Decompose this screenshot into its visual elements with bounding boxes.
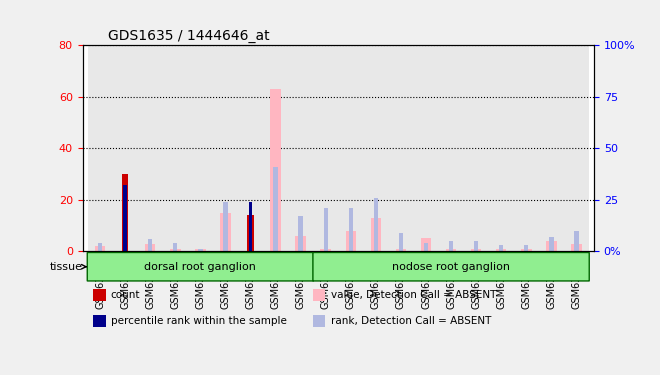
Bar xyxy=(313,315,325,327)
Bar xyxy=(395,249,406,251)
Bar xyxy=(296,236,306,251)
Text: percentile rank within the sample: percentile rank within the sample xyxy=(111,316,286,326)
Bar xyxy=(524,245,529,251)
Bar xyxy=(213,45,238,251)
Bar xyxy=(413,45,438,251)
Bar xyxy=(521,249,531,251)
Bar xyxy=(98,243,102,251)
Bar xyxy=(339,45,363,251)
Bar xyxy=(223,202,228,251)
Bar xyxy=(163,45,188,251)
Bar xyxy=(220,213,231,251)
Bar xyxy=(388,45,413,251)
Bar xyxy=(195,249,206,251)
Bar xyxy=(113,45,138,251)
Bar xyxy=(571,243,581,251)
Text: dorsal root ganglion: dorsal root ganglion xyxy=(145,262,256,272)
Bar xyxy=(314,45,339,251)
Bar xyxy=(371,218,381,251)
Bar xyxy=(513,45,539,251)
Bar xyxy=(249,202,252,251)
Text: value, Detection Call = ABSENT: value, Detection Call = ABSENT xyxy=(331,290,496,300)
Bar xyxy=(123,185,127,251)
Bar xyxy=(173,243,178,251)
Bar xyxy=(474,241,478,251)
Bar xyxy=(321,249,331,251)
Bar xyxy=(348,208,353,251)
Bar xyxy=(188,45,213,251)
Text: nodose root ganglion: nodose root ganglion xyxy=(392,262,510,272)
Bar xyxy=(374,198,378,251)
Bar xyxy=(346,231,356,251)
Bar xyxy=(313,289,325,301)
Bar xyxy=(446,249,456,251)
Bar xyxy=(248,215,253,251)
Bar xyxy=(449,241,453,251)
Bar xyxy=(496,249,506,251)
Bar xyxy=(198,249,203,251)
Bar xyxy=(298,216,303,251)
Bar xyxy=(463,45,488,251)
Bar xyxy=(549,237,554,251)
Bar xyxy=(399,232,403,251)
Bar xyxy=(488,45,513,251)
Bar xyxy=(148,239,152,251)
Text: GDS1635 / 1444646_at: GDS1635 / 1444646_at xyxy=(108,28,270,43)
Bar xyxy=(273,167,278,251)
Bar xyxy=(420,238,431,251)
Bar xyxy=(122,174,128,251)
Bar xyxy=(363,45,388,251)
Bar xyxy=(88,45,113,251)
Bar xyxy=(95,246,106,251)
FancyBboxPatch shape xyxy=(313,252,589,281)
Bar xyxy=(539,45,564,251)
Bar xyxy=(92,289,106,301)
Bar xyxy=(574,231,579,251)
Bar xyxy=(564,45,589,251)
FancyBboxPatch shape xyxy=(87,252,314,281)
Bar xyxy=(92,315,106,327)
Bar xyxy=(424,243,428,251)
Bar xyxy=(438,45,463,251)
Bar xyxy=(271,89,281,251)
Bar xyxy=(499,245,504,251)
Text: count: count xyxy=(111,290,140,300)
Text: rank, Detection Call = ABSENT: rank, Detection Call = ABSENT xyxy=(331,316,491,326)
Bar xyxy=(288,45,314,251)
Bar xyxy=(138,45,163,251)
Bar xyxy=(238,45,263,251)
Bar xyxy=(170,249,181,251)
Bar xyxy=(323,208,328,251)
Bar xyxy=(546,241,556,251)
Bar xyxy=(263,45,288,251)
Text: tissue: tissue xyxy=(50,262,86,272)
Bar xyxy=(471,249,481,251)
Bar xyxy=(145,243,156,251)
